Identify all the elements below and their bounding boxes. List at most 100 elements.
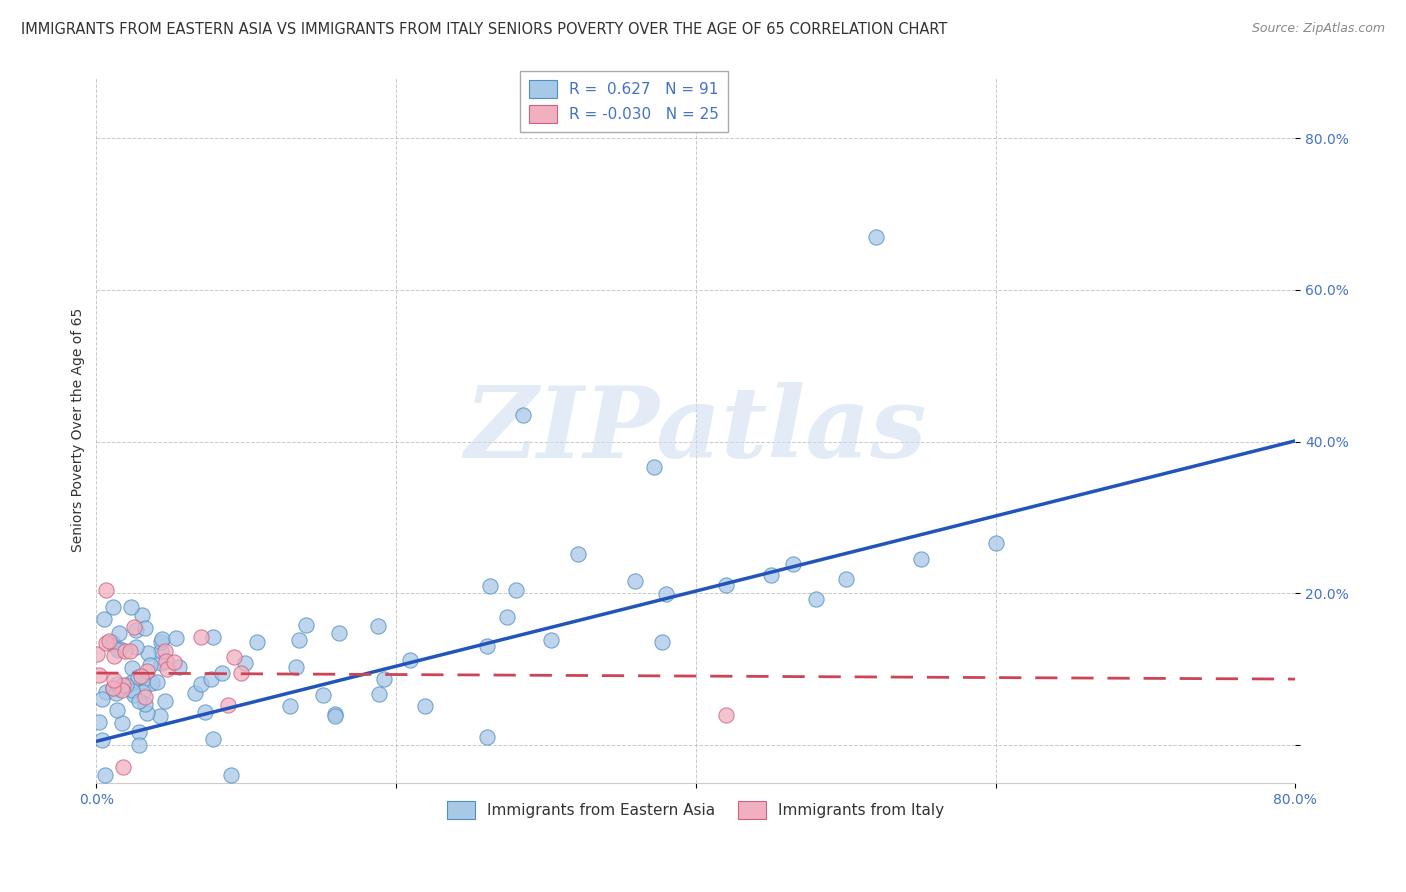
Point [121,683,143,698]
Point [512,408,534,422]
Point [865,229,887,244]
Point [190,677,212,691]
Point [759,567,782,582]
Point [87,715,110,730]
Point [643,460,665,475]
Point [222,649,245,664]
Point [120,644,142,658]
Point [373,672,395,686]
Point [714,578,737,592]
Point [294,618,316,632]
Point [202,630,225,644]
Point [121,674,143,689]
Point [655,587,678,601]
Point [221,768,243,782]
Point [782,558,804,572]
Point [94,636,117,650]
Point [91,733,114,747]
Point [91,692,114,706]
Point [132,684,155,698]
Point [477,639,499,653]
Point [478,579,501,593]
Text: IMMIGRANTS FROM EASTERN ASIA VS IMMIGRANTS FROM ITALY SENIORS POVERTY OVER THE A: IMMIGRANTS FROM EASTERN ASIA VS IMMIGRAN… [21,22,948,37]
Point [623,574,645,589]
Point [367,619,389,633]
Point [131,607,153,622]
Point [125,623,148,637]
Point [280,698,302,713]
Point [108,642,131,657]
Point [323,709,346,723]
Point [105,703,128,717]
Point [496,610,519,624]
Point [112,678,135,692]
Point [190,630,212,644]
Point [139,658,162,673]
Point [567,547,589,561]
Point [105,677,128,691]
Point [135,706,157,721]
Point [86,647,108,661]
Point [984,536,1007,550]
Point [125,640,148,654]
Point [475,730,498,744]
Point [101,681,124,696]
Point [114,678,136,692]
Point [103,648,125,663]
Point [134,690,156,704]
Point [169,660,191,674]
Point [93,768,115,782]
Point [153,694,176,708]
Point [120,599,142,614]
Point [101,637,124,651]
Point [101,681,124,695]
Point [149,708,172,723]
Point [413,698,436,713]
Point [114,644,136,658]
Point [201,732,224,747]
Point [103,673,125,688]
Point [231,666,253,681]
Point [155,654,177,668]
Point [111,760,134,774]
Point [107,626,129,640]
Point [540,632,562,647]
Point [714,707,737,722]
Point [127,670,149,684]
Point [136,665,159,679]
Point [217,698,239,713]
Point [156,662,179,676]
Point [155,644,177,658]
Point [101,634,124,648]
Point [910,551,932,566]
Point [141,676,163,690]
Point [285,659,308,673]
Point [834,572,856,586]
Text: Source: ZipAtlas.com: Source: ZipAtlas.com [1251,22,1385,36]
Point [288,632,311,647]
Point [367,687,389,701]
Point [129,669,152,683]
Point [94,582,117,597]
Point [398,653,420,667]
Point [505,582,527,597]
Point [312,688,335,702]
Point [122,620,145,634]
Point [111,682,134,697]
Point [194,706,217,720]
Point [150,632,173,646]
Point [131,674,153,689]
Point [804,592,827,607]
Point [651,635,673,649]
Point [149,656,172,670]
Point [233,656,256,670]
Point [136,646,159,660]
Point [134,698,156,712]
Point [134,621,156,635]
Point [111,716,134,731]
Point [105,686,128,700]
Point [124,688,146,702]
Point [328,626,350,640]
Point [246,635,269,649]
Point [184,686,207,700]
